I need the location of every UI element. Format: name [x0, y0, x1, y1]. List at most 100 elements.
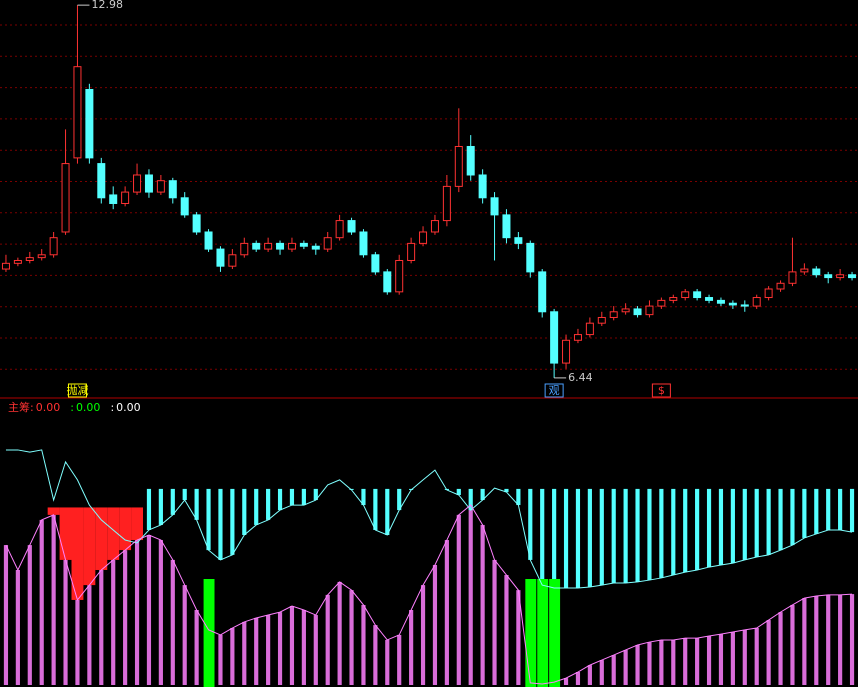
- cyan-bar: [575, 488, 581, 589]
- pink-bar: [623, 650, 628, 685]
- candle-body: [25, 257, 34, 261]
- cyan-bar: [385, 488, 390, 536]
- pink-bar: [218, 634, 223, 685]
- pink-bar: [51, 514, 56, 685]
- candle-body: [287, 242, 296, 250]
- pink-bar: [587, 665, 592, 685]
- pink-bar: [838, 594, 843, 685]
- cyan-bar: [480, 488, 485, 501]
- cyan-bar: [182, 488, 187, 501]
- candle-body: [538, 271, 547, 313]
- candle-body: [228, 254, 237, 267]
- candle-body: [299, 242, 308, 247]
- candle-body: [49, 237, 58, 256]
- cyan-bar: [528, 488, 533, 560]
- pink-bar: [754, 628, 759, 685]
- candle-body: [61, 163, 70, 233]
- candle-body: [168, 180, 177, 199]
- candle-body: [550, 311, 559, 364]
- candle-body: [788, 271, 797, 284]
- cyan-bar: [718, 488, 724, 565]
- candle-body: [73, 66, 82, 159]
- pink-bar: [325, 594, 330, 685]
- candle-body: [466, 145, 475, 176]
- candle-body: [490, 197, 499, 216]
- pink-bar: [170, 559, 175, 685]
- cyan-bar: [826, 488, 831, 530]
- candle-body: [347, 220, 356, 233]
- candle-body: [633, 308, 642, 316]
- cyan-bar: [683, 488, 688, 573]
- cyan-bar: [266, 488, 271, 520]
- cyan-bar: [802, 488, 807, 538]
- pink-bar: [444, 540, 449, 685]
- cyan-bar: [206, 488, 211, 551]
- signal-box: [67, 383, 87, 398]
- candle-body: [264, 242, 273, 250]
- lower-line: [5, 504, 853, 685]
- pink-bar: [230, 628, 235, 685]
- pink-bar: [87, 585, 92, 685]
- pink-bar: [63, 559, 68, 685]
- pink-bar: [134, 540, 140, 685]
- candle-body: [454, 145, 463, 187]
- candle-body: [97, 163, 106, 199]
- red-bar: [71, 507, 84, 600]
- candle-body: [752, 297, 761, 307]
- legend-value: 0.00: [76, 401, 101, 414]
- pink-bar: [504, 575, 509, 685]
- candle-body: [192, 214, 201, 233]
- cyan-bar: [849, 488, 855, 533]
- cyan-bar: [623, 488, 628, 583]
- cyan-bar: [254, 488, 259, 525]
- cyan-bar: [170, 488, 175, 515]
- legend-name: :: [110, 401, 114, 414]
- signal-label: $: [658, 384, 665, 397]
- cyan-bar: [456, 488, 461, 495]
- candle-body: [37, 254, 46, 259]
- candle-body: [824, 274, 833, 279]
- candle-body: [371, 254, 380, 273]
- cyan-bar: [373, 488, 378, 530]
- green-bar: [525, 579, 537, 687]
- pink-bar: [349, 590, 354, 685]
- candle-body: [776, 282, 785, 290]
- cyan-bar: [671, 488, 676, 576]
- candle-body: [716, 299, 725, 304]
- cyan-bar: [599, 488, 604, 586]
- candle-body: [502, 214, 511, 239]
- pink-bar: [647, 642, 652, 685]
- pink-bar: [492, 559, 497, 685]
- candle-body: [800, 268, 809, 273]
- pink-bar: [599, 660, 604, 685]
- pink-bar: [254, 617, 259, 685]
- cyan-bar: [218, 488, 223, 560]
- candle-body: [609, 311, 618, 318]
- cyan-bar: [611, 488, 616, 583]
- candle-body: [204, 231, 213, 250]
- legend-value: 0.00: [116, 401, 141, 414]
- pink-bar: [146, 535, 152, 685]
- candle-body: [323, 237, 332, 250]
- pink-bar: [742, 629, 747, 685]
- cyan-bar: [563, 488, 569, 589]
- candle-body: [657, 299, 666, 307]
- candle-body: [573, 334, 582, 341]
- pink-bar: [826, 594, 831, 685]
- annotation-label: 12.98: [91, 0, 123, 11]
- candle-body: [562, 339, 571, 364]
- pink-bar: [361, 604, 366, 685]
- cyan-bar: [540, 488, 545, 586]
- candle-body: [335, 220, 344, 239]
- cyan-bar: [289, 488, 295, 506]
- cyan-bar: [397, 488, 402, 511]
- pink-bar: [39, 519, 44, 685]
- candle-body: [311, 245, 320, 250]
- cyan-bar: [838, 488, 843, 530]
- cyan-bar: [814, 488, 819, 534]
- pink-bar: [659, 639, 664, 685]
- signal-box: [651, 383, 671, 398]
- pink-bar: [242, 621, 247, 685]
- candle-body: [848, 274, 857, 279]
